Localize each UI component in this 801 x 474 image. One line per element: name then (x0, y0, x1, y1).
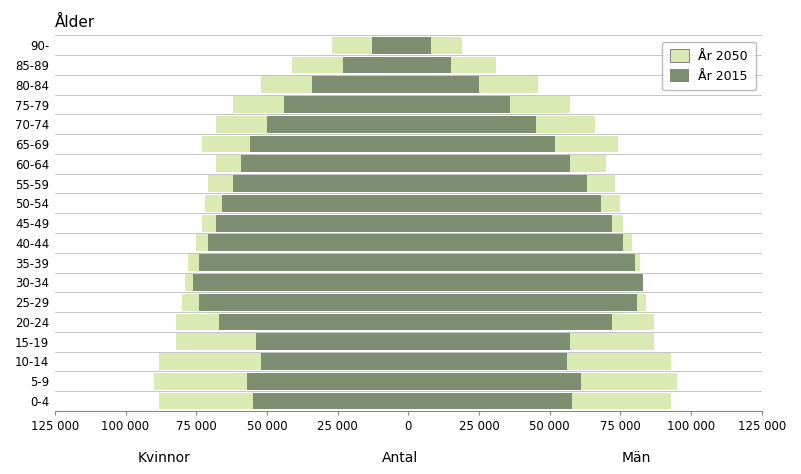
Bar (409, 333, 570, 350)
Bar (409, 294, 646, 310)
Text: Män: Män (622, 451, 651, 465)
Bar (193, 274, 409, 291)
Bar (199, 294, 409, 310)
Bar (207, 235, 409, 251)
Bar (409, 56, 496, 73)
Bar (185, 274, 409, 291)
Bar (344, 56, 409, 73)
Bar (202, 136, 409, 153)
Bar (205, 195, 409, 212)
Bar (187, 254, 409, 271)
Bar (409, 175, 615, 192)
Bar (159, 353, 409, 370)
Bar (409, 136, 555, 153)
Bar (409, 76, 479, 93)
Bar (409, 195, 621, 212)
Bar (409, 76, 538, 93)
Bar (199, 254, 409, 271)
Bar (409, 215, 623, 231)
Bar (233, 175, 409, 192)
Bar (219, 314, 409, 330)
Bar (409, 235, 632, 251)
Bar (261, 76, 409, 93)
Bar (159, 392, 409, 410)
Bar (409, 373, 581, 390)
Bar (409, 155, 570, 172)
Bar (409, 353, 567, 370)
Bar (248, 373, 409, 390)
Bar (256, 333, 409, 350)
Bar (216, 116, 409, 133)
Text: Ålder: Ålder (54, 15, 95, 30)
Bar (284, 96, 409, 113)
Bar (332, 37, 409, 54)
Bar (409, 314, 612, 330)
Bar (409, 353, 671, 370)
Bar (253, 392, 409, 410)
Bar (409, 333, 654, 350)
Bar (409, 274, 643, 291)
Bar (409, 195, 601, 212)
Bar (409, 235, 623, 251)
Bar (176, 333, 409, 350)
Bar (261, 353, 409, 370)
Bar (409, 96, 570, 113)
Bar (409, 175, 586, 192)
Bar (241, 155, 409, 172)
Bar (409, 155, 606, 172)
Bar (250, 136, 409, 153)
Bar (154, 373, 409, 390)
Bar (409, 56, 451, 73)
Bar (233, 96, 409, 113)
Bar (409, 294, 638, 310)
Bar (196, 235, 409, 251)
Bar (409, 373, 677, 390)
Bar (216, 215, 409, 231)
Bar (207, 175, 409, 192)
Bar (409, 314, 654, 330)
Bar (409, 116, 536, 133)
Bar (409, 215, 612, 231)
Bar (409, 96, 510, 113)
Bar (409, 392, 573, 410)
Bar (216, 155, 409, 172)
Bar (202, 215, 409, 231)
Bar (409, 116, 595, 133)
Bar (409, 37, 462, 54)
Bar (409, 392, 671, 410)
Bar (409, 274, 643, 291)
Legend: År 2050, År 2015: År 2050, År 2015 (662, 42, 755, 90)
Bar (312, 76, 409, 93)
Bar (409, 136, 618, 153)
Bar (182, 294, 409, 310)
Text: Antal: Antal (382, 451, 419, 465)
Bar (409, 254, 634, 271)
Bar (409, 254, 640, 271)
Bar (222, 195, 409, 212)
Bar (409, 37, 431, 54)
Bar (176, 314, 409, 330)
Text: Kvinnor: Kvinnor (138, 451, 191, 465)
Bar (292, 56, 409, 73)
Bar (372, 37, 409, 54)
Bar (267, 116, 409, 133)
